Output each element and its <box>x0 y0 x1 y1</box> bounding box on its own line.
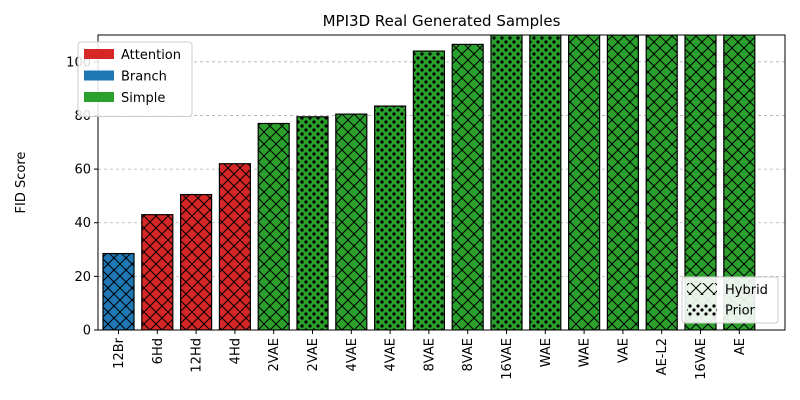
x-tick-label: 8VAE <box>461 338 476 371</box>
x-tick-label: 2VAE <box>306 338 321 371</box>
bar <box>374 105 407 330</box>
bar <box>218 163 251 330</box>
bar <box>412 50 445 330</box>
bar <box>296 116 329 330</box>
bar <box>102 252 135 330</box>
bar-hatch <box>180 193 213 330</box>
legend-item: Attention <box>84 48 181 63</box>
bars <box>102 35 756 330</box>
bar <box>567 35 601 330</box>
legend-item: Hybrid <box>687 283 768 298</box>
bar-hatch <box>567 35 601 330</box>
bar <box>141 214 174 330</box>
legend-item: Prior <box>687 303 756 319</box>
bar-hatch <box>412 50 445 330</box>
x-tick-label: 4VAE <box>384 338 399 371</box>
x-tick-label: 16VAE <box>500 338 515 380</box>
legend-label: Simple <box>121 91 165 106</box>
bar-hatch <box>218 163 251 330</box>
bar <box>645 35 678 330</box>
bar-hatch <box>606 35 640 330</box>
bar-hatch <box>257 122 290 330</box>
x-tick-label: 2VAE <box>267 338 282 371</box>
legend-item: Simple <box>84 91 165 106</box>
bar <box>180 193 213 330</box>
bar <box>335 113 368 330</box>
legend-swatch <box>84 70 114 81</box>
x-tick-label: WAE <box>539 338 554 367</box>
x-tick-label: 16VAE <box>694 338 709 380</box>
legend-hatch-swatch <box>687 283 717 295</box>
legend-label: Attention <box>121 48 181 63</box>
x-tick-label: AE <box>733 338 748 355</box>
bar-hatch <box>102 252 135 330</box>
bar-hatch <box>296 116 329 330</box>
legend-groups: Attention Branch Simple <box>77 41 193 117</box>
bar-hatch <box>335 113 368 330</box>
y-tick-label: 0 <box>83 324 91 339</box>
legend-label: Hybrid <box>725 283 768 298</box>
bar-hatch <box>451 43 484 330</box>
x-tick-label: 4Hd <box>228 338 243 364</box>
y-tick-label: 20 <box>74 270 91 285</box>
legend-swatch <box>84 92 114 102</box>
x-tick-label: VAE <box>616 338 631 363</box>
bar <box>529 35 562 330</box>
x-tick-label: 12Br <box>112 337 127 368</box>
bar <box>490 35 523 330</box>
legend-hatch-swatch <box>687 303 717 316</box>
legend-label: Branch <box>121 70 167 85</box>
bar-hatch <box>490 35 523 330</box>
bar <box>257 122 290 330</box>
x-axis-ticks: 12Br 6Hd 12Hd 4Hd 2VAE 2VAE 4VAE 4VAE 8VAE 8VAE 16… <box>112 330 748 380</box>
y-tick-label: 40 <box>74 216 91 231</box>
x-tick-label: 6Hd <box>151 338 166 364</box>
legend-label: Prior <box>725 304 756 319</box>
y-axis-label: FID Score <box>14 152 29 214</box>
bar <box>606 35 640 330</box>
bar <box>451 43 484 330</box>
x-tick-label: AE-L2 <box>655 338 670 375</box>
x-tick-label: 8VAE <box>422 338 437 371</box>
plot-frame <box>97 34 786 331</box>
legend-swatch <box>84 49 114 59</box>
bar-hatch <box>529 35 562 330</box>
bar-hatch <box>141 214 174 330</box>
legend-patterns: Hybrid Prior <box>681 276 779 324</box>
x-tick-label: WAE <box>578 338 593 367</box>
x-tick-label: 12Hd <box>190 338 205 373</box>
bar-hatch <box>645 35 678 330</box>
bar-hatch <box>374 105 407 330</box>
y-tick-label: 60 <box>74 163 91 178</box>
x-tick-label: 4VAE <box>345 338 360 371</box>
legend-item: Branch <box>84 70 167 85</box>
chart-title: MPI3D Real Generated Samples <box>323 12 561 30</box>
